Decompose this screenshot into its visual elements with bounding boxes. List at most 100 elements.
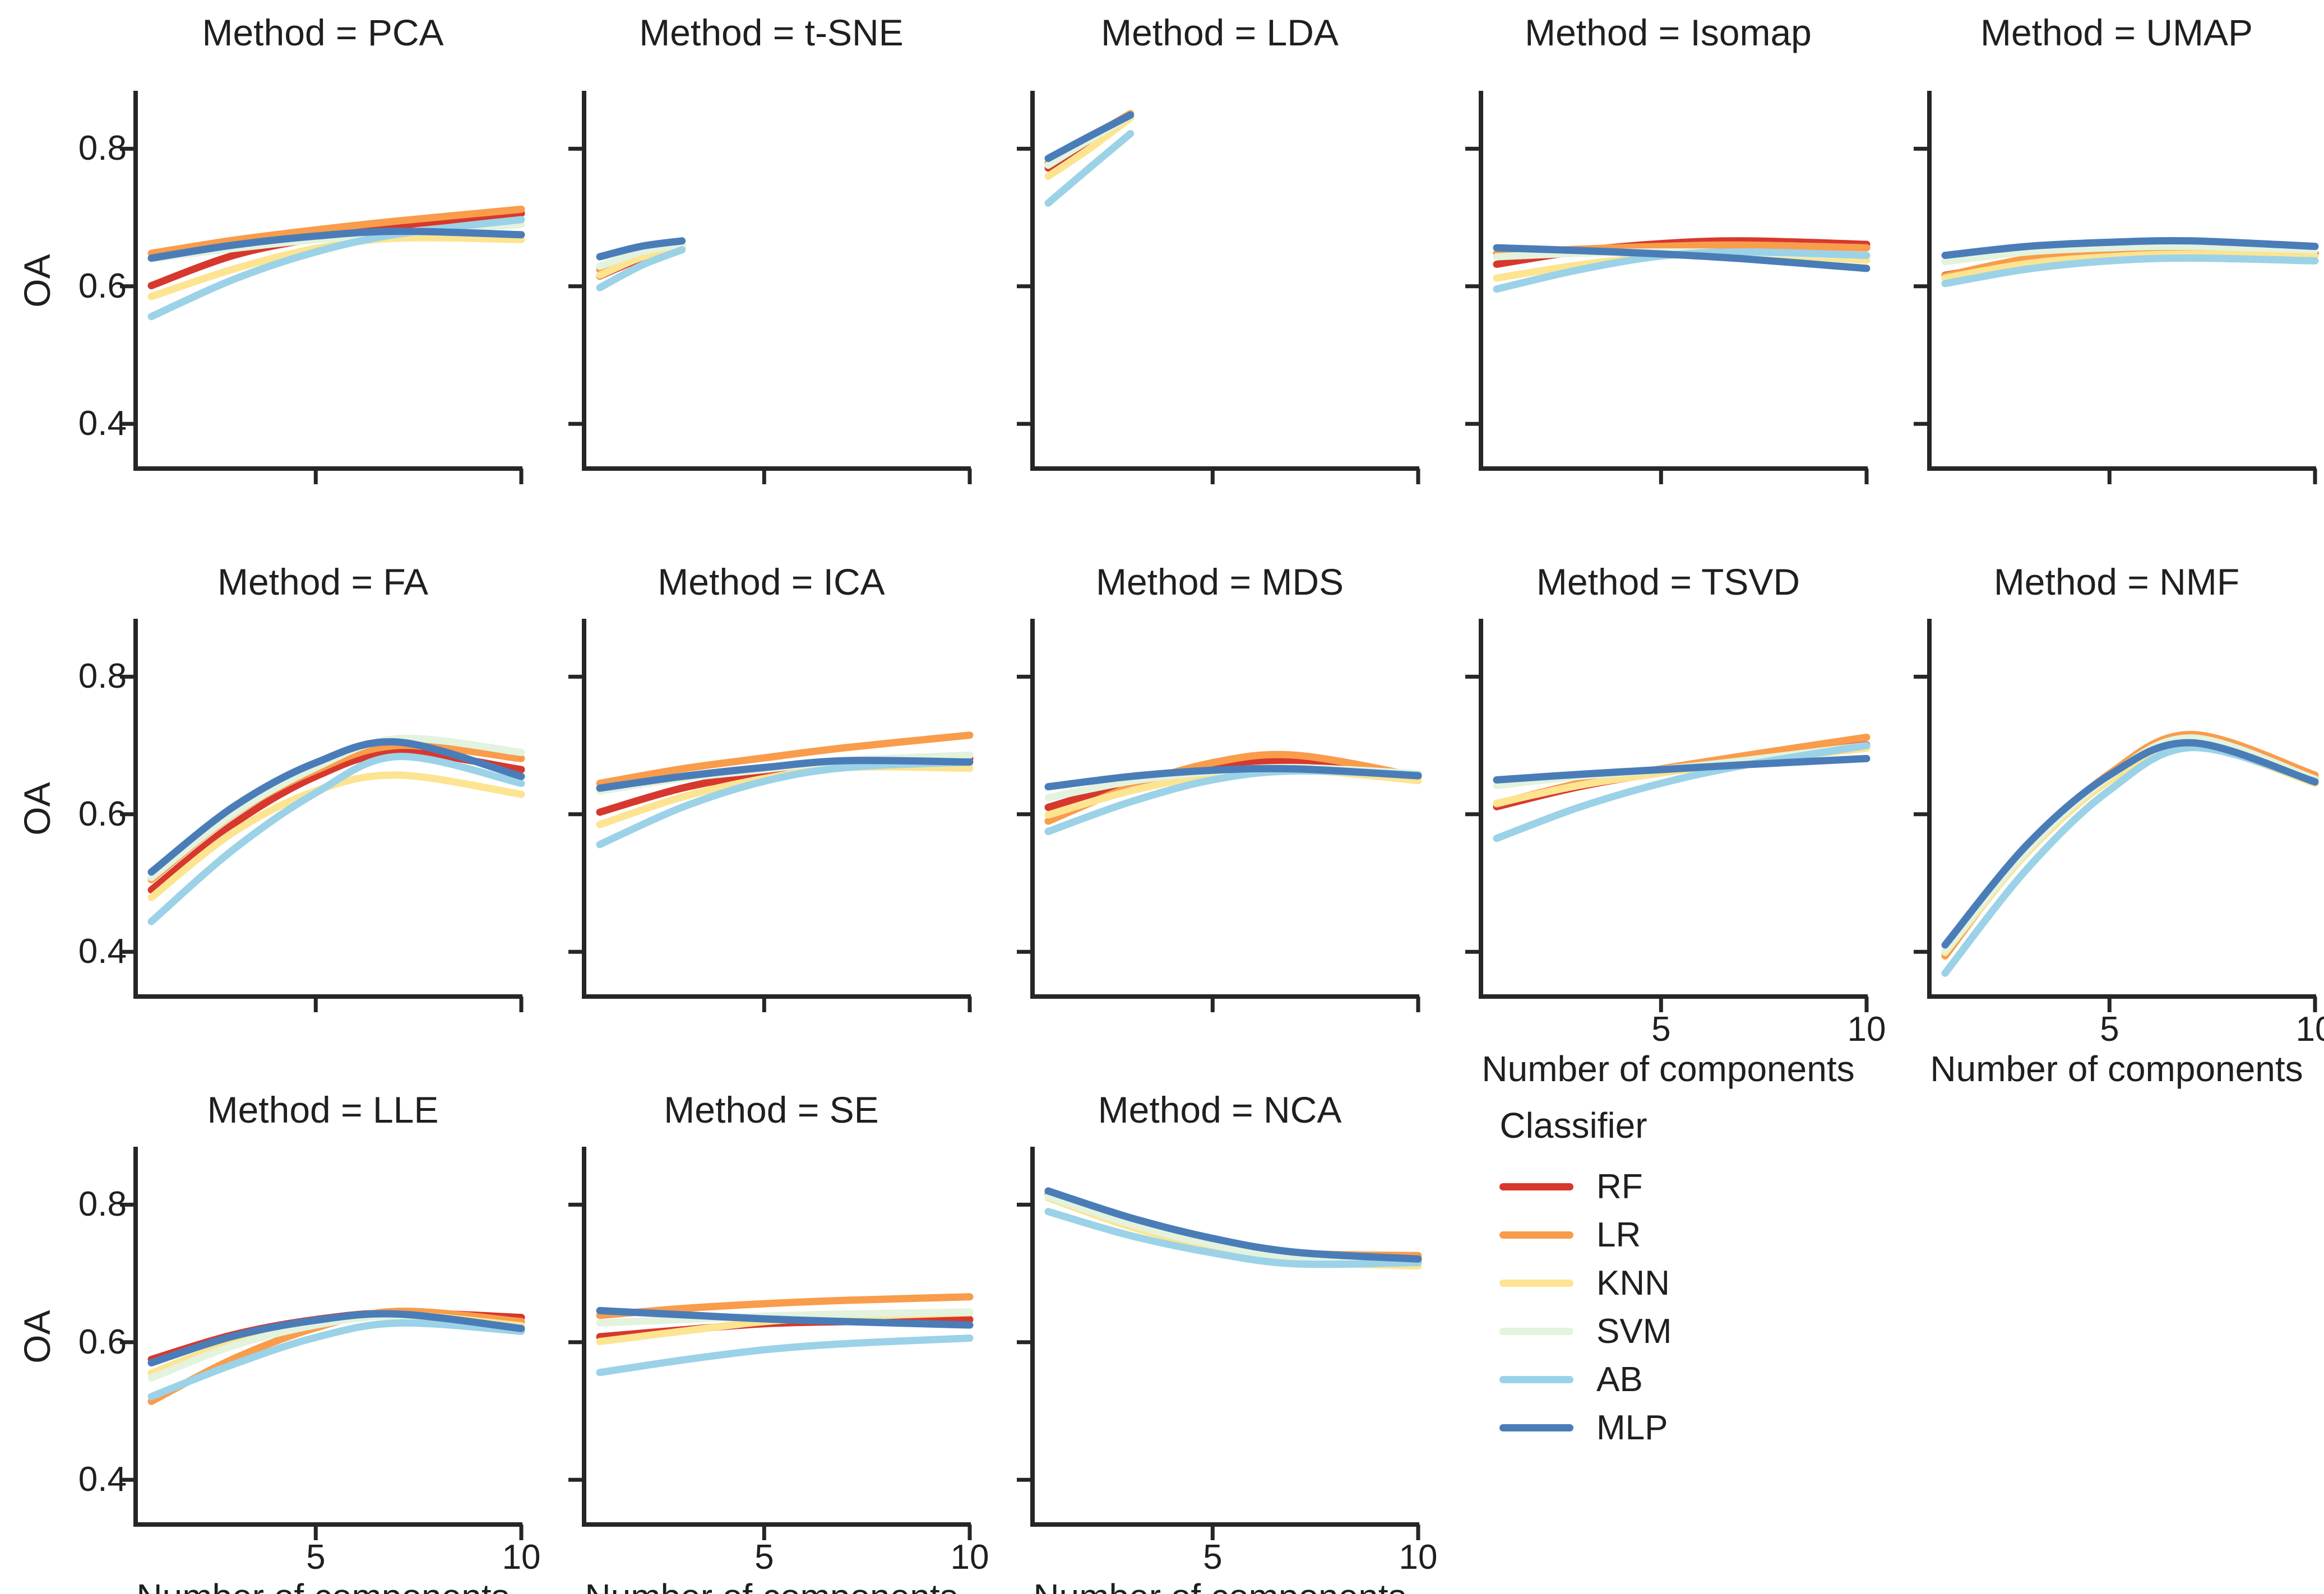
line-MLP — [147, 228, 525, 262]
x-tick-label: 5 — [754, 1538, 774, 1577]
x-axis-label: Number of components — [564, 1577, 979, 1594]
facet-title: Method = NMF — [1993, 561, 2240, 603]
line-KNN — [1941, 250, 2319, 282]
legend-label: MLP — [1596, 1408, 1668, 1447]
line-RF — [147, 748, 525, 894]
x-tick-label: 10 — [2295, 1010, 2324, 1049]
legend-label: RF — [1596, 1167, 1643, 1206]
line-AB — [147, 753, 525, 925]
line-AB — [147, 216, 525, 321]
legend-entry-RF: RF — [1499, 1162, 1836, 1211]
facet-title: Method = LLE — [207, 1089, 439, 1130]
legend-swatch-icon — [1499, 1327, 1573, 1335]
plot-area — [120, 91, 525, 484]
line-MLP — [1044, 1187, 1422, 1263]
legend-label: KNN — [1596, 1263, 1670, 1303]
facet-t-SNE: Method = t-SNE — [448, 4, 972, 532]
line-AB — [1941, 744, 2319, 977]
facet-title: Method = FA — [217, 561, 429, 603]
plot-area — [568, 91, 972, 484]
plot-area — [1017, 91, 1420, 484]
x-tick-label: 10 — [502, 1538, 541, 1577]
legend-entry-SVM: SVM — [1499, 1307, 1836, 1355]
line-MLP — [1941, 237, 2319, 260]
line-AB — [1493, 742, 1871, 842]
line-MLP — [596, 237, 686, 261]
plot-area — [1914, 91, 2319, 484]
y-axis-label: OA — [16, 1310, 58, 1364]
line-SVM — [147, 734, 525, 882]
legend-label: AB — [1596, 1360, 1643, 1399]
line-MLP — [596, 1306, 974, 1329]
x-tick-label: 5 — [1651, 1010, 1671, 1049]
y-tick-label: 0.4 — [78, 932, 127, 971]
line-MLP — [1493, 244, 1871, 272]
facet-title: Method = TSVD — [1536, 561, 1800, 603]
y-tick-label: 0.6 — [78, 1322, 127, 1361]
x-tick-label: 5 — [1203, 1538, 1223, 1577]
y-tick-label: 0.8 — [78, 129, 127, 168]
line-AB — [596, 758, 974, 849]
y-axis-label: OA — [16, 254, 58, 308]
legend-swatch-icon — [1499, 1183, 1573, 1190]
legend-swatch-icon — [1499, 1424, 1573, 1431]
facet-title: Method = t-SNE — [639, 12, 904, 53]
plot-area — [568, 619, 974, 1012]
facet-TSVD: Method = TSVD 5 10 Number of components — [1345, 532, 1886, 1088]
facet-FA: Method = FA 0.8 0.6 0.4 OA — [0, 532, 525, 1060]
facet-UMAP: Method = UMAP — [1794, 4, 2319, 532]
legend-entry-KNN: KNN — [1499, 1259, 1836, 1307]
y-tick-label: 0.6 — [78, 794, 127, 833]
legend-entry-LR: LR — [1499, 1211, 1836, 1259]
plot-area — [568, 1147, 974, 1540]
line-AB — [147, 1319, 525, 1401]
facet-title: Method = SE — [664, 1089, 879, 1130]
line-SVM — [1941, 242, 2319, 266]
facet-title: Method = PCA — [202, 12, 444, 53]
facet-title: Method = ICA — [658, 561, 885, 603]
legend-swatch-icon — [1499, 1375, 1573, 1383]
legend-label: LR — [1596, 1215, 1641, 1254]
x-tick-label: 5 — [306, 1538, 326, 1577]
plot-area — [120, 619, 525, 1012]
y-tick-label: 0.6 — [78, 266, 127, 305]
y-tick-label: 0.8 — [78, 657, 127, 696]
plot-area — [1465, 91, 1871, 484]
line-LR — [596, 731, 974, 787]
line-MLP — [147, 738, 525, 876]
legend-entry-MLP: MLP — [1499, 1403, 1836, 1452]
plot-area — [1017, 1147, 1422, 1540]
line-AB — [596, 246, 686, 291]
facet-title: Method = UMAP — [1980, 12, 2253, 53]
line-MLP — [596, 757, 974, 792]
facet-title: Method = MDS — [1095, 561, 1344, 603]
line-AB — [596, 1334, 974, 1377]
legend-title: Classifier — [1499, 1105, 1647, 1146]
x-tick-label: 10 — [1847, 1010, 1886, 1049]
facet-LDA: Method = LDA — [897, 4, 1420, 532]
line-MLP — [1044, 111, 1135, 163]
legend-swatch-icon — [1499, 1279, 1573, 1287]
facet-title: Method = LDA — [1101, 12, 1339, 53]
x-tick-label: 10 — [1399, 1538, 1438, 1577]
legend-label: SVM — [1596, 1312, 1672, 1351]
x-tick-label: 5 — [2100, 1010, 2119, 1049]
line-SVM — [596, 240, 686, 270]
x-axis-label: Number of components — [115, 1577, 530, 1594]
facet-MDS: Method = MDS — [897, 532, 1422, 1060]
facet-Isomap: Method = Isomap — [1345, 4, 1871, 532]
plot-area — [1914, 619, 2319, 1012]
y-tick-label: 0.8 — [78, 1185, 127, 1224]
line-MLP — [147, 1310, 525, 1367]
legend-entries: RF LR KNN SVM AB MLP — [1499, 1162, 1836, 1452]
line-AB — [1044, 1208, 1422, 1268]
x-axis-label: Number of components — [1482, 1049, 1855, 1089]
legend-entry-AB: AB — [1499, 1355, 1836, 1403]
line-MLP — [1044, 764, 1422, 791]
facet-title: Method = Isomap — [1525, 12, 1812, 53]
x-tick-label: 10 — [950, 1538, 989, 1577]
y-axis-label: OA — [16, 782, 58, 836]
